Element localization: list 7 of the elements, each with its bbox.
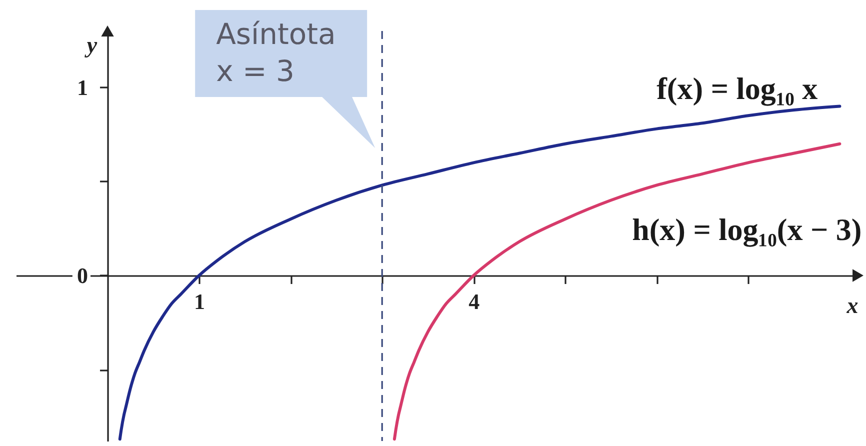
y-axis-title: y bbox=[84, 32, 98, 58]
series-label: f(x) = log₁₀ x bbox=[656, 71, 818, 106]
ref-line-label: Asíntota x = 3 bbox=[216, 17, 336, 88]
series-label: h(x) = log₁₀(x − 3) bbox=[632, 212, 862, 247]
x-tick-label: 4 bbox=[468, 288, 480, 314]
x-axis-title: x bbox=[846, 292, 858, 318]
y-tick-label: 0 bbox=[77, 262, 88, 288]
